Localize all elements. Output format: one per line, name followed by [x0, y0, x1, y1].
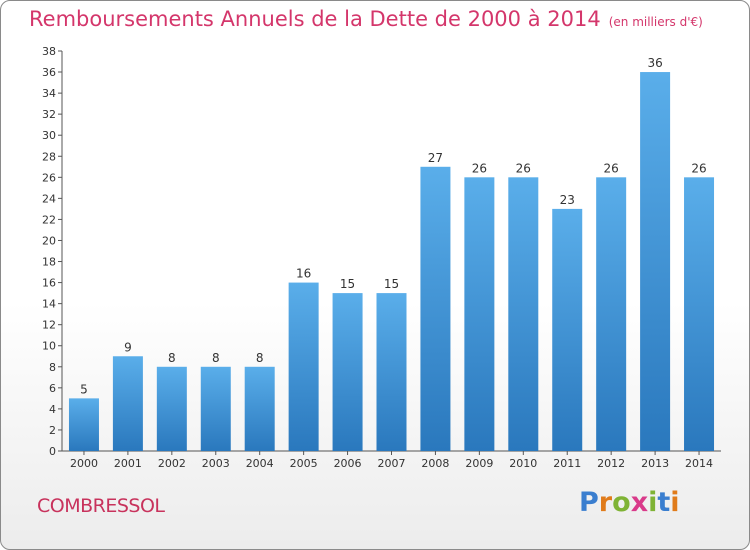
data-label: 9 — [124, 340, 132, 354]
y-tick-label: 34 — [42, 87, 56, 100]
y-tick-label: 24 — [42, 192, 56, 205]
y-tick-label: 10 — [42, 340, 56, 353]
data-label: 26 — [604, 161, 619, 175]
y-tick-label: 36 — [42, 66, 56, 79]
y-tick-label: 8 — [49, 361, 56, 374]
logo-letter: x — [630, 487, 649, 518]
x-tick-label: 2007 — [378, 457, 406, 470]
data-label: 27 — [428, 151, 443, 165]
bar-2006 — [332, 293, 363, 451]
y-tick-label: 22 — [42, 213, 56, 226]
chart-title-text: Remboursements Annuels de la Dette de 20… — [29, 7, 601, 31]
bar-2012 — [596, 177, 627, 451]
bar-2003 — [200, 366, 231, 451]
bar-2004 — [244, 366, 275, 451]
x-tick-label: 2005 — [290, 457, 318, 470]
x-tick-label: 2004 — [246, 457, 274, 470]
y-tick-label: 28 — [42, 150, 56, 163]
data-label: 26 — [691, 161, 706, 175]
x-tick-label: 2012 — [597, 457, 625, 470]
proxiti-logo: Proxiti — [579, 487, 680, 518]
bar-2014 — [684, 177, 715, 451]
logo-letter: i — [648, 487, 658, 518]
y-tick-label: 32 — [42, 108, 56, 121]
logo-letter: t — [657, 487, 671, 518]
y-tick-label: 38 — [42, 45, 56, 58]
x-tick-label: 2011 — [553, 457, 581, 470]
x-tick-label: 2010 — [509, 457, 537, 470]
x-tick-label: 2001 — [114, 457, 142, 470]
bar-2009 — [464, 177, 495, 451]
data-label: 8 — [256, 351, 264, 365]
bars: 5 9 8 8 8 16 15 15 27 26 26 23 26 36 26 — [68, 56, 715, 451]
x-tick-label: 2002 — [158, 457, 186, 470]
logo-letter: P — [579, 487, 599, 518]
y-tick-label: 6 — [49, 382, 56, 395]
bar-2001 — [112, 356, 143, 451]
data-label: 16 — [296, 267, 311, 281]
bar-2005 — [288, 282, 319, 451]
chart-title: Remboursements Annuels de la Dette de 20… — [29, 7, 703, 31]
y-tick-label: 14 — [42, 298, 56, 311]
bar-2000 — [68, 398, 99, 451]
x-tick-label: 2003 — [202, 457, 230, 470]
commune-label: COMBRESSOL — [37, 495, 165, 517]
y-tick-label: 0 — [49, 445, 56, 458]
y-tick-label: 18 — [42, 256, 56, 269]
y-tick-label: 26 — [42, 171, 56, 184]
chart-subtitle: (en milliers d'€) — [608, 15, 703, 29]
logo-letter: r — [598, 487, 613, 518]
bar-2002 — [156, 366, 187, 451]
x-tick-label: 2009 — [465, 457, 493, 470]
bar-2008 — [420, 166, 451, 451]
y-tick-label: 4 — [49, 403, 56, 416]
data-label: 8 — [212, 351, 220, 365]
data-label: 8 — [168, 351, 176, 365]
x-tick-label: 2006 — [334, 457, 362, 470]
data-label: 23 — [560, 193, 575, 207]
bar-2007 — [376, 293, 407, 451]
x-tick-label: 2013 — [641, 457, 669, 470]
y-tick-label: 12 — [42, 319, 56, 332]
bar-2013 — [640, 72, 671, 451]
y-tick-label: 2 — [49, 424, 56, 437]
y-tick-label: 20 — [42, 234, 56, 247]
x-tick-label: 2014 — [685, 457, 713, 470]
x-tick-label: 2000 — [70, 457, 98, 470]
data-label: 26 — [472, 161, 487, 175]
bar-2010 — [508, 177, 539, 451]
y-tick-label: 16 — [42, 277, 56, 290]
bar-2011 — [552, 208, 583, 451]
logo-letter: o — [612, 487, 631, 518]
y-tick-label: 30 — [42, 129, 56, 142]
data-label: 36 — [647, 56, 662, 70]
data-label: 26 — [516, 161, 531, 175]
data-label: 15 — [384, 277, 399, 291]
x-tick-label: 2008 — [421, 457, 449, 470]
logo-letter: i — [670, 487, 680, 518]
data-label: 5 — [80, 382, 88, 396]
data-label: 15 — [340, 277, 355, 291]
